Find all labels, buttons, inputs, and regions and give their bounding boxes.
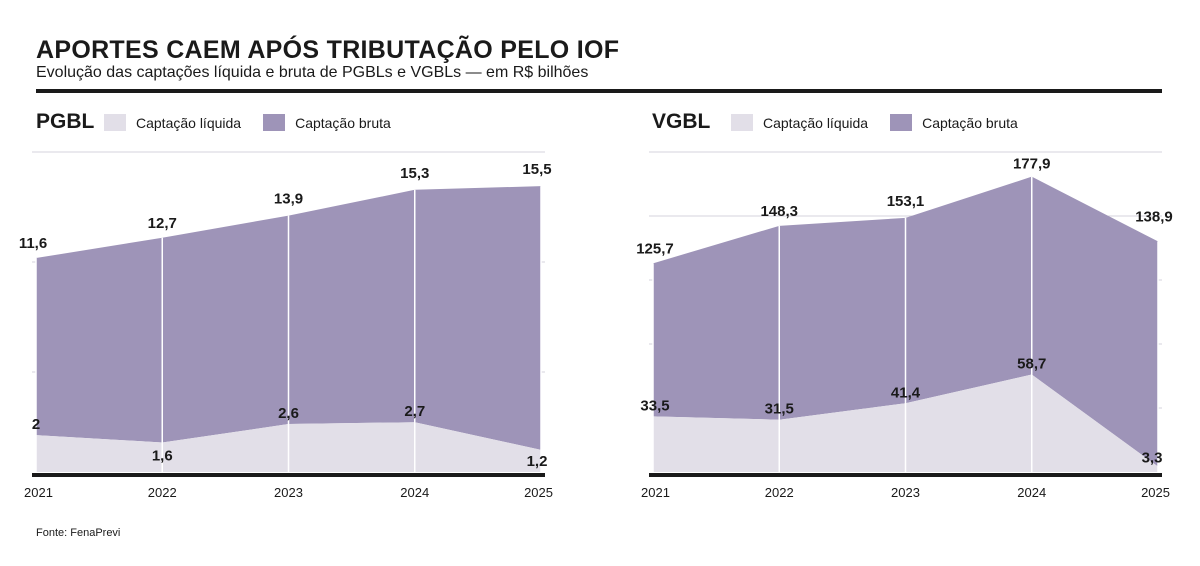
- pgbl-data-label-liquida: 2,7: [404, 403, 425, 420]
- pgbl-panel-title: PGBL: [36, 110, 95, 133]
- pgbl-tick-label: 2023: [274, 485, 303, 500]
- legend-swatch-bruta: [263, 114, 286, 131]
- vgbl-data-label-liquida: 58,7: [1017, 356, 1046, 373]
- legend-item-bruta: Captação bruta: [890, 114, 1018, 131]
- pgbl-data-label-liquida: 1,6: [152, 447, 173, 464]
- vgbl-data-label-bruta: 125,7: [636, 240, 674, 257]
- pgbl-tick-label: 2024: [400, 485, 429, 500]
- vgbl-panel-title: VGBL: [652, 110, 711, 133]
- vgbl-data-label-liquida: 3,3: [1142, 450, 1163, 467]
- pgbl-tick-label: 2025: [524, 485, 553, 500]
- vgbl-data-label-bruta: 177,9: [1013, 156, 1051, 173]
- vgbl-data-label-bruta: 148,3: [760, 203, 798, 220]
- pgbl-data-label-bruta: 12,7: [148, 215, 177, 232]
- vgbl-tick-label: 2024: [1017, 485, 1046, 500]
- vgbl-data-label-liquida: 33,5: [640, 397, 669, 414]
- pgbl-data-label-bruta: 11,6: [19, 235, 47, 252]
- pgbl-tick-label: 2021: [24, 485, 53, 500]
- vgbl-data-label-bruta: 138,9: [1135, 208, 1173, 225]
- legend-item-bruta: Captação bruta: [263, 114, 391, 131]
- source-note: Fonte: FenaPrevi: [36, 527, 121, 539]
- pgbl-data-label-bruta: 15,3: [400, 165, 429, 182]
- pgbl-data-label-bruta: 13,9: [274, 191, 303, 208]
- legend-swatch-bruta: [890, 114, 913, 131]
- vgbl-tick-label: 2021: [641, 485, 670, 500]
- vgbl-tick-label: 2022: [765, 485, 794, 500]
- header-rule: [36, 89, 1162, 93]
- pgbl-data-label-liquida: 2: [32, 416, 40, 433]
- pgbl-data-label-liquida: 2,6: [278, 405, 299, 422]
- vgbl-tick-label: 2025: [1141, 485, 1170, 500]
- vgbl-legend: Captação líquida Captação bruta: [731, 114, 1040, 131]
- vgbl-data-label-liquida: 41,4: [891, 384, 921, 401]
- chart-subtitle: Evolução das captações líquida e bruta d…: [36, 64, 589, 81]
- pgbl-legend: Captação líquida Captação bruta: [104, 114, 413, 131]
- legend-item-liquida: Captação líquida: [104, 114, 241, 131]
- legend-item-liquida: Captação líquida: [731, 114, 868, 131]
- pgbl-data-label-bruta: 15,5: [522, 161, 551, 178]
- pgbl-tick-label: 2022: [148, 485, 177, 500]
- legend-label-liquida: Captação líquida: [136, 114, 242, 131]
- legend-label-liquida: Captação líquida: [763, 114, 869, 131]
- legend-label-bruta: Captação bruta: [295, 114, 391, 131]
- pgbl-data-label-liquida: 1,2: [527, 453, 548, 470]
- vgbl-data-label-bruta: 153,1: [887, 193, 925, 210]
- chart-title: APORTES CAEM APÓS TRIBUTAÇÃO PELO IOF: [36, 36, 620, 64]
- legend-label-bruta: Captação bruta: [922, 114, 1018, 131]
- legend-swatch-liquida: [104, 114, 126, 131]
- legend-swatch-liquida: [731, 114, 753, 131]
- vgbl-data-label-liquida: 31,5: [765, 401, 794, 418]
- vgbl-tick-label: 2023: [891, 485, 920, 500]
